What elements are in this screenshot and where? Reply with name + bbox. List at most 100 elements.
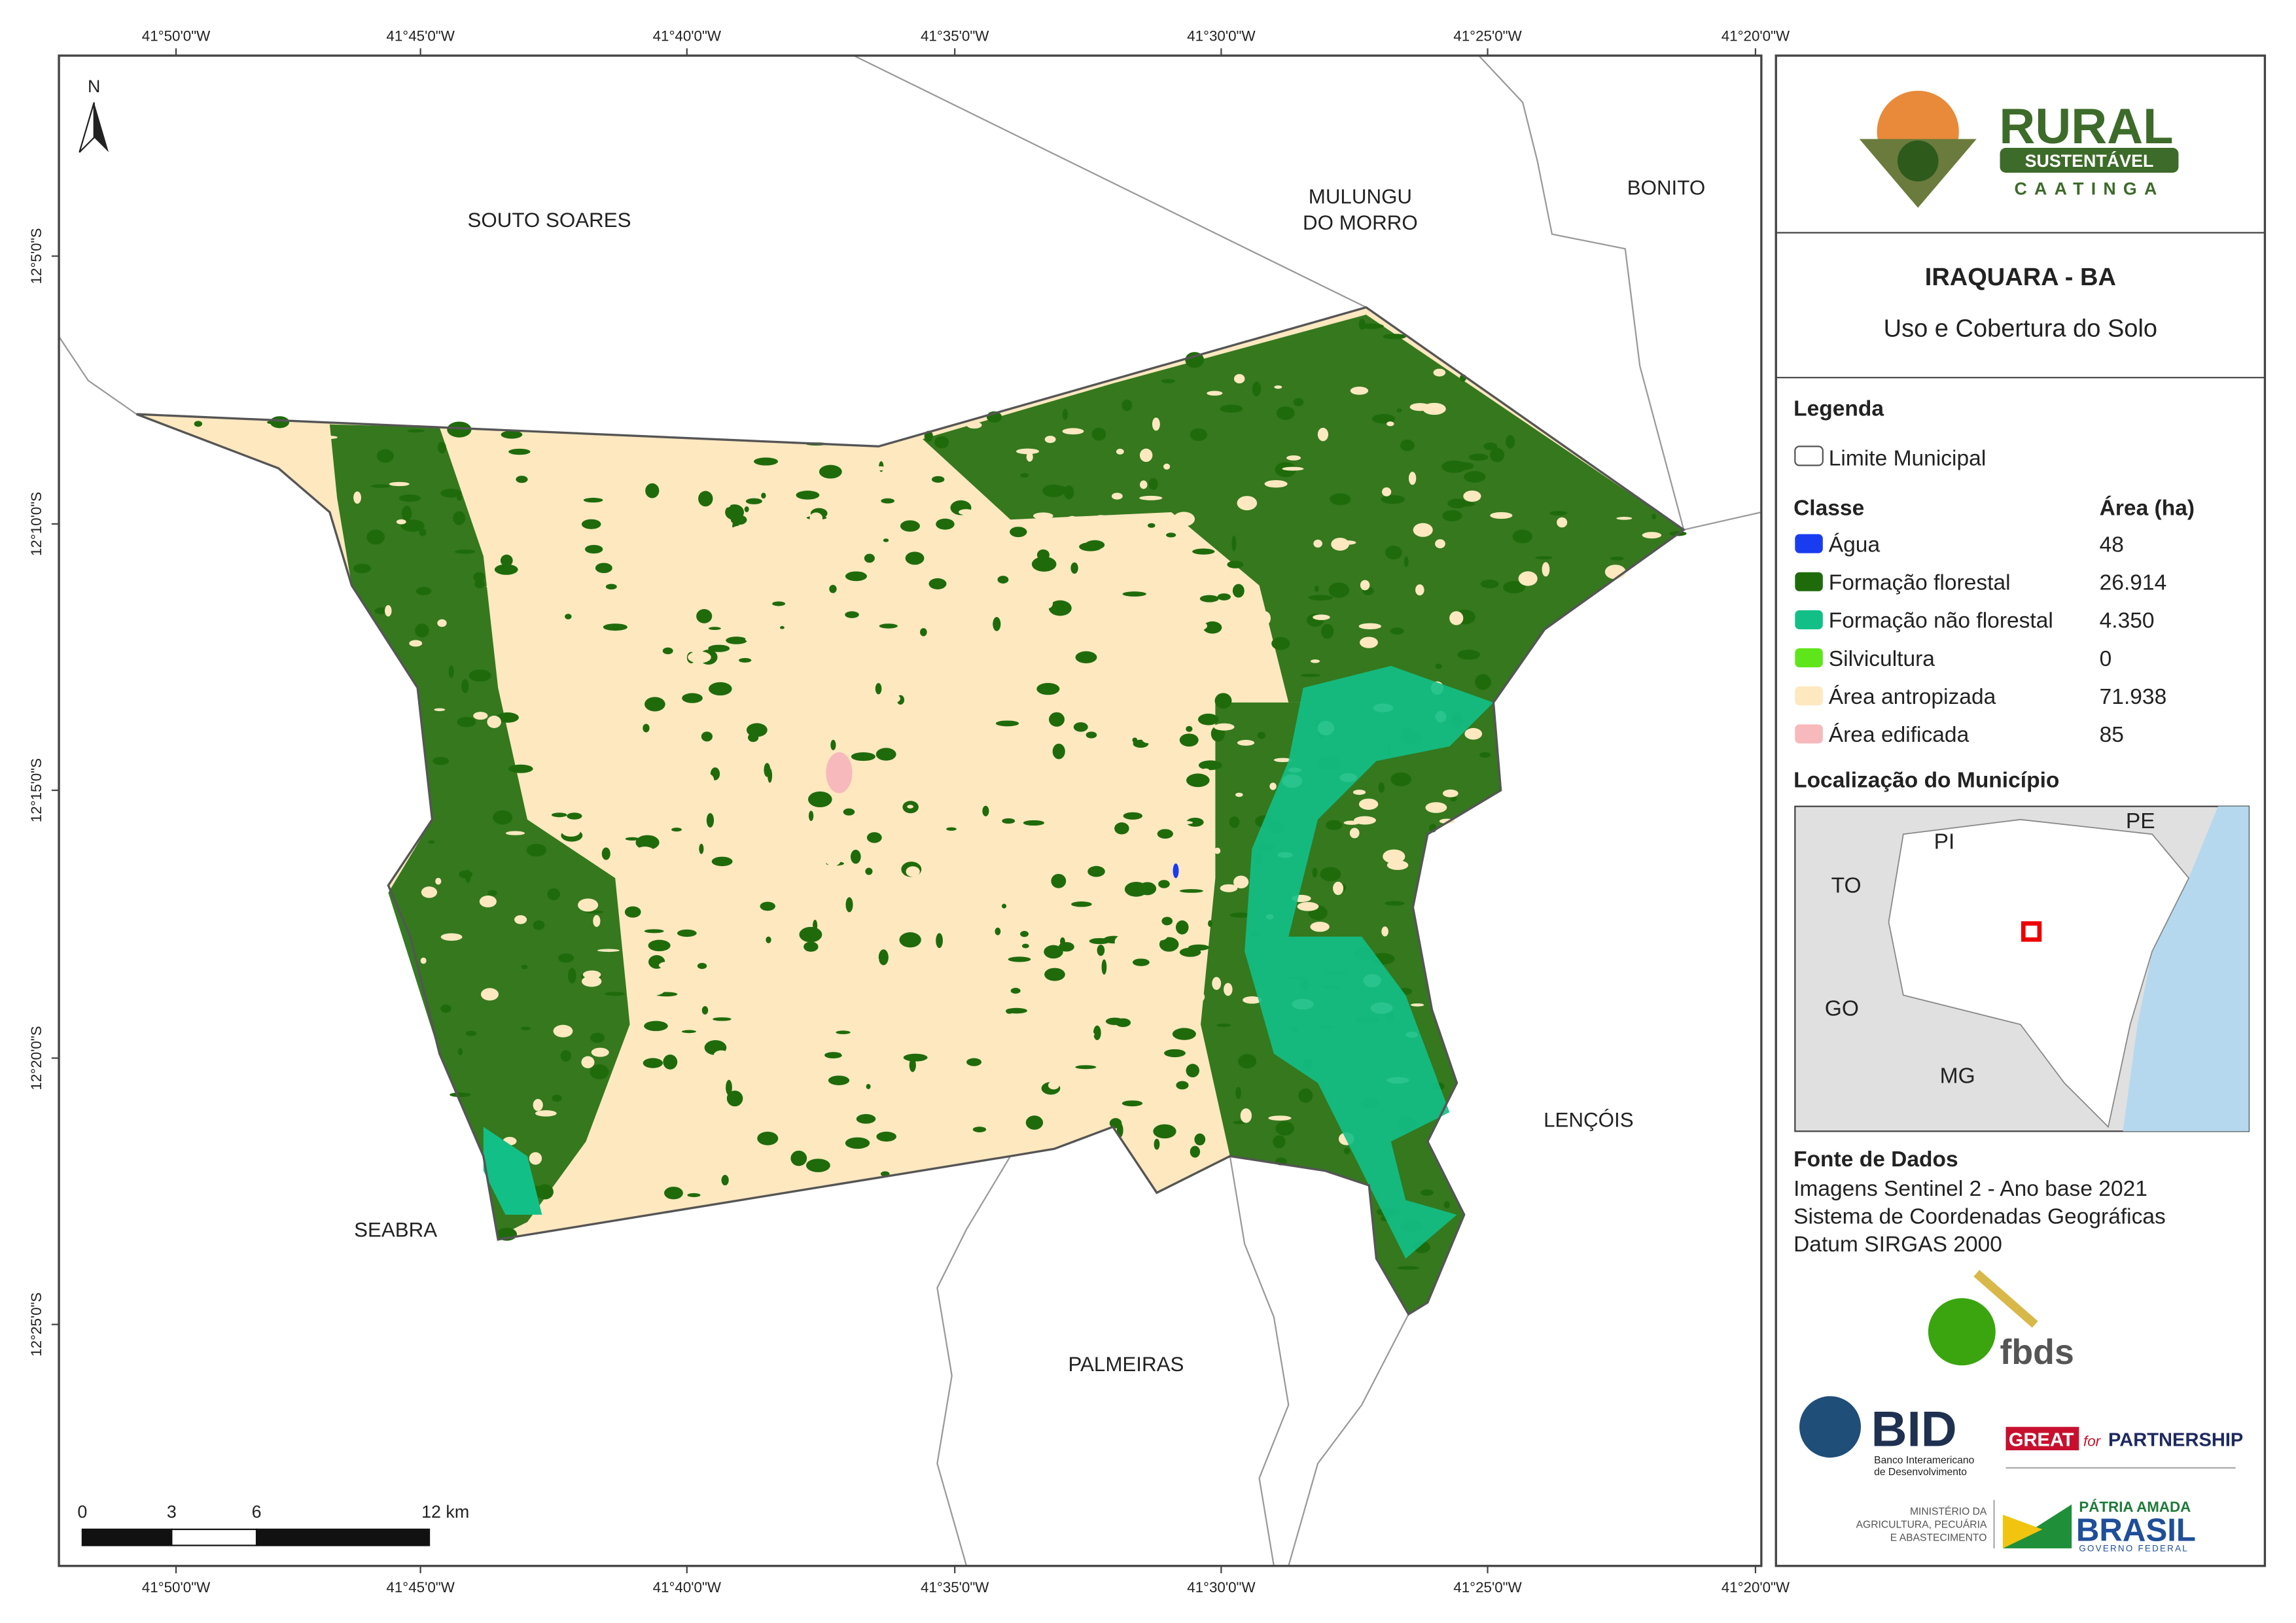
forest-fragment (1320, 867, 1341, 882)
forest-fragment (808, 811, 814, 822)
forest-fragment (829, 585, 837, 593)
forest-fragment (701, 731, 713, 742)
logo-text: GOVERNO FEDERAL (2079, 1543, 2189, 1553)
forest-fragment (1235, 1087, 1241, 1099)
cleared-fragment (1313, 614, 1330, 620)
forest-fragment (995, 720, 1019, 727)
forest-fragment (790, 1150, 807, 1166)
cleared-fragment (696, 773, 715, 787)
cleared-fragment (1413, 523, 1433, 537)
forest-fragment (701, 1006, 709, 1015)
forest-fragment (1051, 485, 1069, 495)
cleared-fragment (1100, 1012, 1119, 1017)
forest-fragment (1300, 673, 1320, 677)
forest-fragment (1229, 816, 1240, 828)
forest-fragment (565, 614, 572, 620)
forest-fragment (845, 611, 859, 618)
lon-label: 41°30'0"W (1187, 28, 1256, 44)
lon-label: 41°30'0"W (1187, 1579, 1256, 1596)
built-area (826, 752, 853, 794)
logo-tree (1897, 140, 1939, 182)
forest-fragment (698, 491, 713, 507)
cleared-fragment (732, 525, 754, 533)
forest-fragment (567, 812, 582, 820)
forest-fragment (1071, 901, 1092, 907)
cleared-fragment (1358, 798, 1379, 810)
forest-fragment (1044, 945, 1063, 959)
cleared-fragment (1282, 466, 1304, 471)
cleared-fragment (1386, 421, 1394, 427)
cleared-fragment (1268, 1115, 1292, 1121)
cleared-fragment (581, 1056, 595, 1068)
forest-fragment (560, 1050, 571, 1062)
north-label: N (88, 77, 100, 96)
forest-fragment (845, 1137, 870, 1149)
section-title: Legenda (1793, 396, 1884, 421)
cleared-fragment (571, 667, 593, 681)
neighbour-border (1288, 1314, 1409, 1566)
cleared-fragment (737, 1143, 751, 1156)
forest-fragment (1086, 731, 1097, 739)
forest-fragment (697, 962, 707, 969)
forest-fragment (1048, 600, 1072, 616)
cleared-fragment (435, 877, 442, 885)
forest-fragment (1049, 712, 1065, 727)
cleared-fragment (657, 1131, 667, 1145)
cleared-fragment (1187, 621, 1208, 631)
inset-label: PI (1934, 830, 1955, 854)
forest-fragment (1231, 535, 1237, 551)
cleared-fragment (319, 436, 338, 440)
forest-fragment (473, 572, 485, 583)
forest-fragment (1512, 529, 1532, 544)
forest-fragment (1298, 1088, 1313, 1103)
cleared-fragment (867, 958, 879, 962)
forest-fragment (440, 489, 462, 498)
cleared-fragment (669, 1025, 682, 1029)
cleared-fragment (563, 1179, 574, 1193)
forest-fragment (1314, 585, 1319, 592)
place-name: BONITO (1627, 177, 1705, 200)
forest-fragment (494, 564, 518, 575)
forest-fragment (1166, 532, 1176, 538)
forest-fragment (768, 768, 773, 783)
cleared-fragment (1224, 983, 1233, 996)
forest-fragment (595, 563, 612, 574)
forest-fragment (726, 1091, 743, 1107)
forest-fragment (946, 827, 957, 831)
forest-fragment (1132, 958, 1150, 966)
cleared-fragment (1243, 996, 1262, 1004)
cleared-fragment (533, 1098, 543, 1111)
forest-fragment (1172, 1028, 1196, 1040)
forest-fragment (1132, 737, 1138, 743)
cleared-fragment (1062, 428, 1084, 435)
cleared-fragment (1235, 792, 1243, 797)
place-name: SOUTO SOARES (468, 209, 631, 232)
cleared-fragment (1016, 448, 1040, 455)
forest-fragment (625, 837, 639, 841)
place-name: LENÇÓIS (1544, 1109, 1633, 1132)
forest-fragment (1157, 829, 1173, 839)
legend-frame (1775, 54, 2267, 1567)
forest-fragment (830, 739, 836, 750)
cleared-fragment (1381, 487, 1392, 497)
forest-fragment (1404, 556, 1409, 567)
forest-fragment (590, 1064, 609, 1079)
cleared-fragment (786, 568, 803, 581)
cleared-fragment (1331, 538, 1349, 551)
forest-fragment (739, 657, 752, 663)
forest-fragment (779, 626, 785, 629)
forest-fragment (1203, 621, 1222, 634)
forest-fragment (1052, 743, 1065, 759)
lon-label: 41°50'0"W (142, 1579, 211, 1596)
lat-label: 12°5'0"S (28, 228, 44, 285)
cleared-fragment (1214, 723, 1235, 731)
cleared-fragment (389, 481, 410, 487)
class-name: Área edificada (1829, 723, 1969, 747)
cleared-fragment (764, 563, 787, 578)
forest-fragment (682, 693, 703, 703)
forest-fragment (1010, 988, 1021, 994)
forest-fragment (1192, 548, 1215, 555)
forest-fragment (905, 551, 925, 565)
cleared-fragment (573, 768, 588, 782)
cleared-fragment (1154, 556, 1162, 562)
